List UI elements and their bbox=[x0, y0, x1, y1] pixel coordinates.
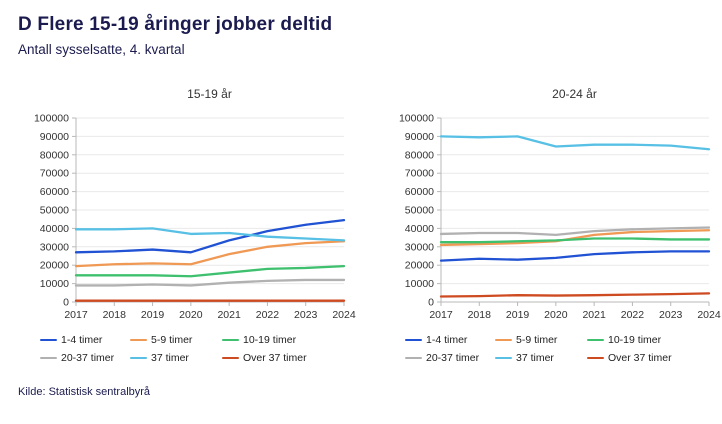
x-tick-label: 2019 bbox=[506, 309, 530, 321]
y-tick-label: 30000 bbox=[405, 241, 434, 253]
x-tick-label: 2019 bbox=[141, 309, 165, 321]
legend-label: 20-37 timer bbox=[426, 352, 480, 364]
line-chart-15-19: 0 10000 20000 30000 40000 50000 60000 70000 8000… bbox=[34, 113, 356, 322]
legend-swatch bbox=[222, 338, 239, 342]
legend-item-over-37-timer: Over 37 timer bbox=[222, 352, 357, 364]
chart-title-15-19: 15-19 år bbox=[187, 87, 232, 101]
legend-item-37-timer: 37 timer bbox=[495, 352, 587, 364]
legend-swatch bbox=[587, 338, 604, 342]
y-tick-label: 10000 bbox=[405, 278, 434, 290]
legend-item-1-4-timer: 1-4 timer bbox=[405, 334, 495, 346]
series-line-5-9-timer bbox=[74, 240, 346, 268]
legend-swatch bbox=[130, 338, 147, 342]
chart-panel-20-24: 20-24 år 0 10000 20000 30000 40000 50000 60000… bbox=[375, 86, 722, 364]
x-tick-label: 2022 bbox=[621, 309, 645, 321]
y-tick-label: 10000 bbox=[40, 278, 69, 290]
legend-label: 10-19 timer bbox=[608, 334, 662, 346]
x-tick-label: 2018 bbox=[103, 309, 127, 321]
y-tick-label: 60000 bbox=[405, 186, 434, 198]
y-tick-label: 90000 bbox=[40, 131, 69, 143]
legend-label: 1-4 timer bbox=[61, 334, 103, 346]
legend-label: 1-4 timer bbox=[426, 334, 468, 346]
chart-title-20-24: 20-24 år bbox=[552, 87, 597, 101]
legend-item-10-19-timer: 10-19 timer bbox=[587, 334, 722, 346]
page-title: D Flere 15-19 åringer jobber deltid bbox=[18, 14, 333, 35]
legend-label: 5-9 timer bbox=[151, 334, 193, 346]
legend-item-10-19-timer: 10-19 timer bbox=[222, 334, 357, 346]
legend-swatch bbox=[405, 356, 422, 360]
source-text: Kilde: Statistisk sentralbyrå bbox=[18, 386, 151, 398]
legend-item-20-37-timer: 20-37 timer bbox=[405, 352, 495, 364]
legend-swatch bbox=[40, 356, 57, 360]
y-tick-label: 40000 bbox=[40, 223, 69, 235]
legend-item-1-4-timer: 1-4 timer bbox=[40, 334, 130, 346]
y-tick-label: 40000 bbox=[405, 223, 434, 235]
series-line-37-timer bbox=[439, 135, 711, 151]
legend-item-37-timer: 37 timer bbox=[130, 352, 222, 364]
y-tick-label: 50000 bbox=[405, 205, 434, 217]
y-tick-label: 100000 bbox=[399, 113, 434, 125]
x-tick-label: 2023 bbox=[659, 309, 683, 321]
x-tick-label: 2021 bbox=[582, 309, 606, 321]
legend-20-24: 1-4 timer 5-9 timer 10-19 timer 20-37 timer… bbox=[405, 334, 722, 364]
legend-label: 10-19 timer bbox=[243, 334, 297, 346]
series-line-20-37-timer bbox=[74, 278, 346, 287]
legend-label: Over 37 timer bbox=[608, 352, 672, 364]
legend-item-5-9-timer: 5-9 timer bbox=[130, 334, 222, 346]
legend-label: 20-37 timer bbox=[61, 352, 115, 364]
legend-label: 37 timer bbox=[151, 352, 189, 364]
y-tick-label: 80000 bbox=[405, 149, 434, 161]
legend-swatch bbox=[222, 356, 239, 360]
series-line-10-19-timer bbox=[439, 237, 711, 244]
line-chart-20-24: 0 10000 20000 30000 40000 50000 60000 70000 8000… bbox=[399, 113, 721, 322]
x-tick-label: 2022 bbox=[256, 309, 280, 321]
series-line-5-9-timer bbox=[439, 229, 711, 247]
legend-swatch bbox=[495, 338, 512, 342]
legend-swatch bbox=[40, 338, 57, 342]
y-tick-label: 100000 bbox=[34, 113, 69, 125]
series-line-over-37-timer bbox=[439, 292, 711, 298]
x-tick-label: 2024 bbox=[697, 309, 721, 321]
series-line-1-4-timer bbox=[74, 218, 346, 254]
legend-label: 5-9 timer bbox=[516, 334, 558, 346]
series-line-20-37-timer bbox=[439, 226, 711, 236]
y-tick-label: 0 bbox=[428, 297, 434, 309]
legend-label: Over 37 timer bbox=[243, 352, 307, 364]
legend-item-over-37-timer: Over 37 timer bbox=[587, 352, 722, 364]
legend-15-19: 1-4 timer 5-9 timer 10-19 timer 20-37 timer… bbox=[40, 334, 357, 364]
page-subtitle: Antall sysselsatte, 4. kvartal bbox=[18, 42, 185, 57]
series-line-1-4-timer bbox=[439, 250, 711, 262]
y-tick-label: 90000 bbox=[405, 131, 434, 143]
series-line-37-timer bbox=[74, 227, 346, 242]
y-tick-label: 70000 bbox=[405, 168, 434, 180]
y-tick-label: 0 bbox=[63, 297, 69, 309]
y-tick-label: 80000 bbox=[40, 149, 69, 161]
x-tick-label: 2024 bbox=[332, 309, 356, 321]
legend-swatch bbox=[130, 356, 147, 360]
y-tick-label: 20000 bbox=[405, 260, 434, 272]
legend-swatch bbox=[405, 338, 422, 342]
y-tick-label: 30000 bbox=[40, 241, 69, 253]
y-tick-label: 70000 bbox=[40, 168, 69, 180]
x-tick-label: 2021 bbox=[217, 309, 241, 321]
x-tick-label: 2020 bbox=[179, 309, 203, 321]
y-tick-label: 60000 bbox=[40, 186, 69, 198]
x-tick-label: 2023 bbox=[294, 309, 318, 321]
legend-swatch bbox=[587, 356, 604, 360]
x-tick-label: 2017 bbox=[429, 309, 453, 321]
legend-label: 37 timer bbox=[516, 352, 554, 364]
legend-swatch bbox=[495, 356, 512, 360]
x-tick-label: 2020 bbox=[544, 309, 568, 321]
charts-row: 15-19 år 0 10000 20000 30000 40000 50000 60000… bbox=[10, 86, 722, 364]
x-tick-label: 2018 bbox=[468, 309, 492, 321]
series-line-10-19-timer bbox=[74, 264, 346, 278]
legend-item-20-37-timer: 20-37 timer bbox=[40, 352, 130, 364]
chart-panel-15-19: 15-19 år 0 10000 20000 30000 40000 50000 60000… bbox=[10, 86, 357, 364]
x-tick-label: 2017 bbox=[64, 309, 88, 321]
legend-item-5-9-timer: 5-9 timer bbox=[495, 334, 587, 346]
y-tick-label: 50000 bbox=[40, 205, 69, 217]
y-tick-label: 20000 bbox=[40, 260, 69, 272]
